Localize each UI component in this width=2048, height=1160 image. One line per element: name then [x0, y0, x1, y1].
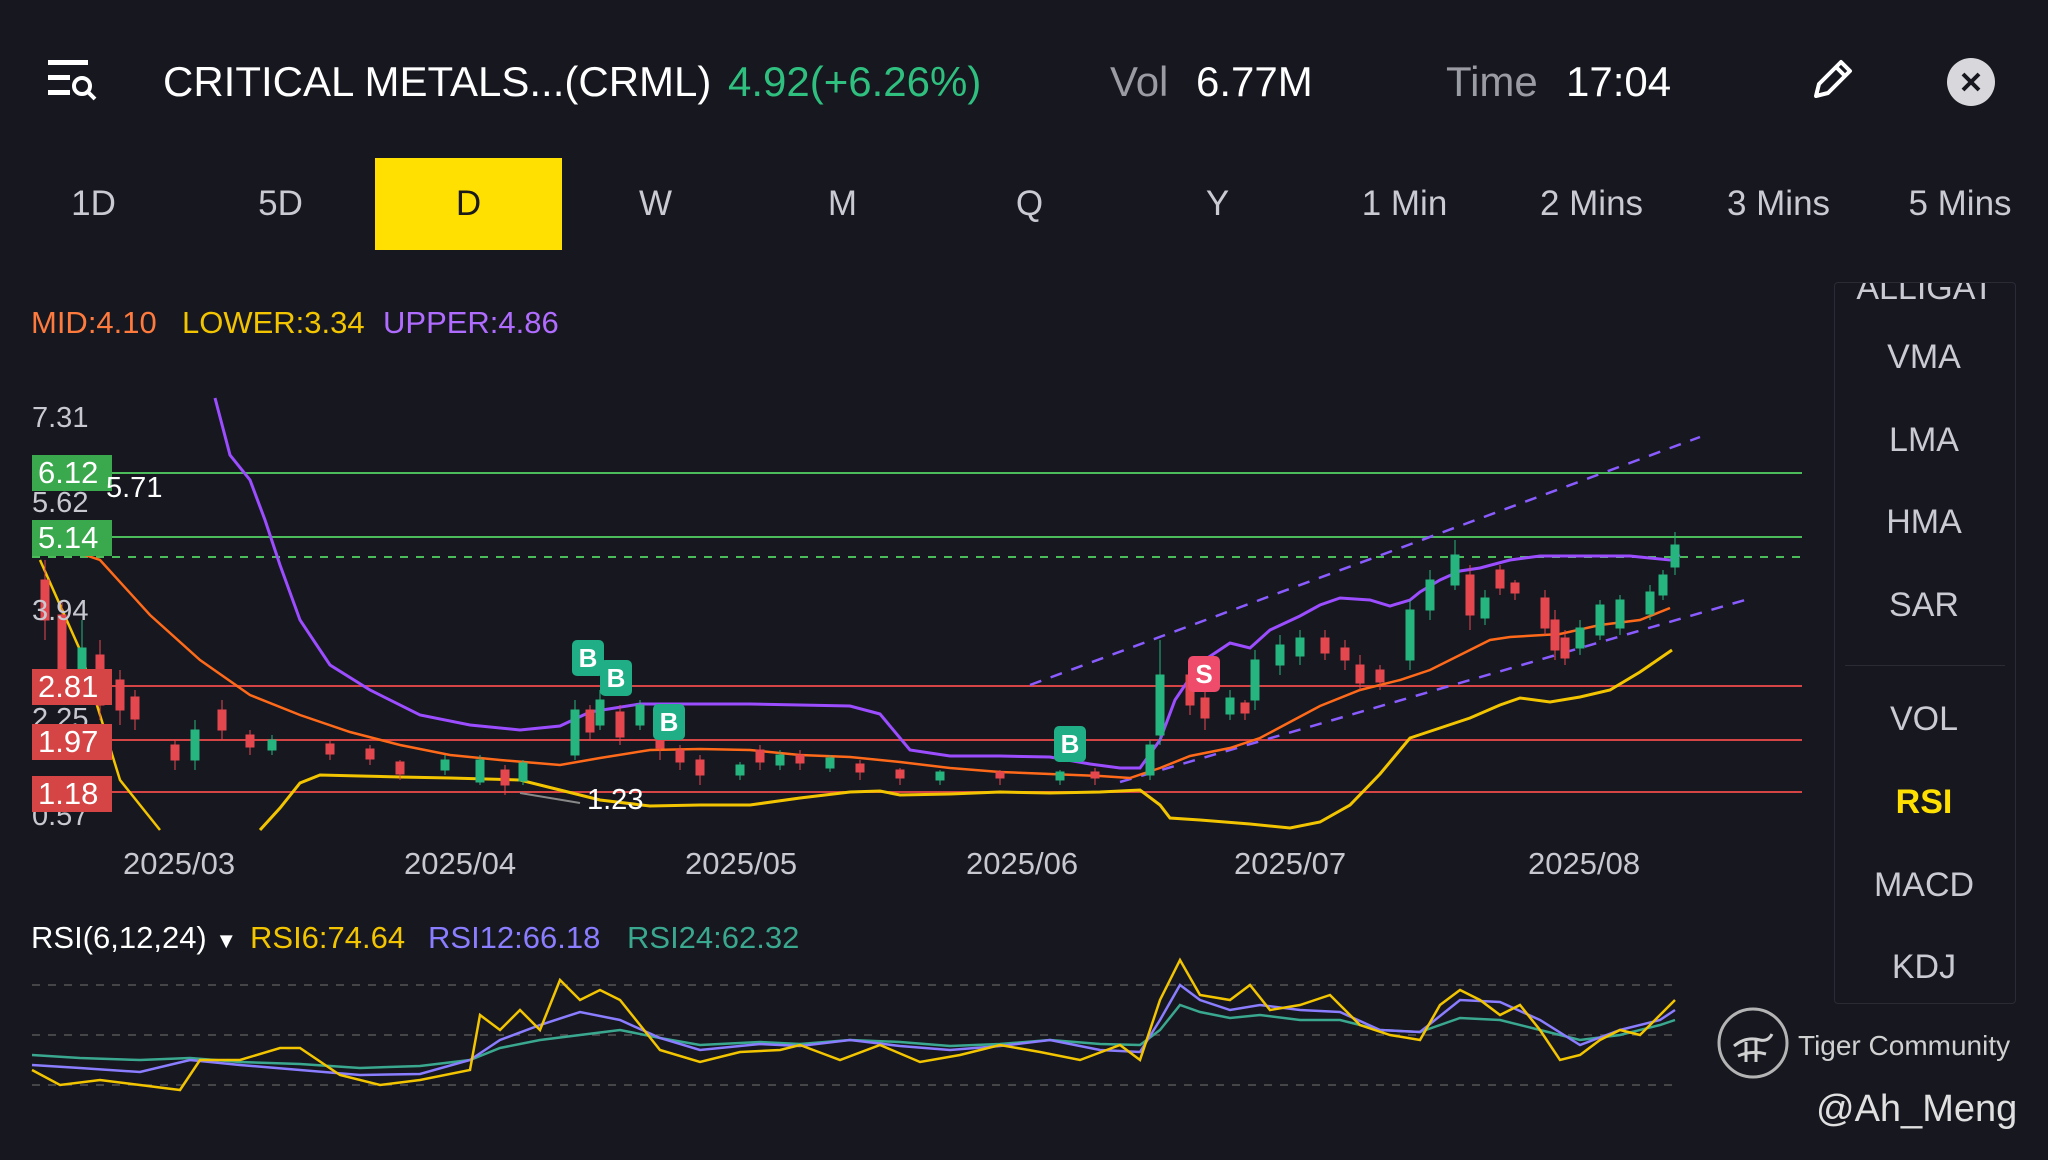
watermark-community: Tiger Community	[1798, 1030, 2011, 1061]
date-label-may: 2025/05	[685, 846, 798, 881]
axis-tick-1: 7.31	[32, 402, 89, 434]
stock-title[interactable]: CRITICAL METALS...(CRML)	[163, 58, 712, 105]
buy-signal-badge[interactable]: B	[572, 640, 604, 676]
menu-search-icon[interactable]	[46, 56, 98, 104]
tab-2mins[interactable]: 2 Mins	[1539, 184, 1644, 223]
side-item-macd[interactable]: MACD	[1873, 866, 1975, 904]
time-label: Time	[1446, 58, 1538, 105]
tab-1d[interactable]: 1D	[71, 184, 116, 223]
level-tag-green-1: 6.12	[32, 455, 112, 491]
chevron-down-icon: ▼	[215, 928, 238, 953]
side-item-rsi[interactable]: RSI	[1895, 783, 1953, 821]
rsi-label: RSI(6,12,24)	[31, 920, 207, 955]
watermark-user: @Ah_Meng	[1816, 1088, 2018, 1130]
tab-q[interactable]: Q	[1015, 184, 1044, 223]
tab-m[interactable]: M	[827, 184, 858, 223]
low-marker: 1.23	[587, 784, 644, 816]
vol-value: 6.77M	[1196, 58, 1313, 105]
bollinger-upper: UPPER:4.86	[383, 305, 559, 340]
buy-signal-badge[interactable]: B	[1054, 726, 1086, 762]
side-item-partial[interactable]: ALLIGAT	[1856, 282, 1994, 307]
level-tag-red-2: 1.97	[32, 724, 112, 760]
date-label-apr: 2025/04	[404, 846, 517, 881]
high-marker: 5.71	[106, 472, 163, 504]
level-tag-green-2: 5.14	[32, 520, 112, 556]
side-item-hma[interactable]: HMA	[1886, 503, 1962, 541]
candlestick-chart[interactable]	[0, 380, 1810, 840]
rsi24-value: RSI24:62.32	[627, 920, 800, 955]
axis-tick-3: 3.94	[32, 595, 89, 627]
side-item-vol[interactable]: VOL	[1889, 700, 1959, 738]
date-label-aug: 2025/08	[1528, 846, 1641, 881]
rsi-chart[interactable]	[0, 955, 1810, 1105]
edit-pencil-icon[interactable]	[1810, 56, 1856, 102]
tab-d[interactable]: D	[375, 158, 562, 250]
tab-y[interactable]: Y	[1205, 184, 1230, 223]
axis-tick-2: 5.62	[32, 487, 89, 519]
side-item-sar[interactable]: SAR	[1889, 586, 1959, 624]
tab-w[interactable]: W	[638, 184, 673, 223]
bollinger-lower: LOWER:3.34	[182, 305, 365, 340]
tab-3mins[interactable]: 3 Mins	[1726, 184, 1831, 223]
price-change: 4.92(+6.26%)	[728, 58, 982, 105]
level-tag-red-1: 2.81	[32, 669, 112, 705]
rsi12-value: RSI12:66.18	[428, 920, 601, 955]
tab-5mins[interactable]: 5 Mins	[1908, 184, 2012, 223]
buy-signal-badge[interactable]: B	[600, 660, 632, 696]
side-item-lma[interactable]: LMA	[1889, 421, 1959, 459]
rsi6-value: RSI6:74.64	[250, 920, 406, 955]
rsi-selector[interactable]: RSI(6,12,24) ▼	[31, 920, 237, 956]
date-label-jun: 2025/06	[966, 846, 1079, 881]
date-label-jul: 2025/07	[1234, 846, 1347, 881]
level-tag-red-3: 1.18	[32, 776, 112, 812]
close-icon[interactable]	[1947, 58, 1995, 106]
buy-signal-badge[interactable]: B	[653, 704, 685, 740]
side-item-kdj[interactable]: KDJ	[1891, 948, 1957, 986]
time-value: 17:04	[1566, 58, 1672, 105]
side-item-vma[interactable]: VMA	[1887, 338, 1961, 376]
tiger-logo-icon	[1716, 1006, 1790, 1080]
vol-label: Vol	[1110, 58, 1169, 105]
bollinger-mid: MID:4.10	[31, 305, 157, 340]
date-label-mar: 2025/03	[123, 846, 236, 881]
tab-5d[interactable]: 5D	[258, 184, 303, 223]
sell-signal-badge[interactable]: S	[1188, 656, 1220, 692]
side-divider	[1845, 665, 2005, 666]
tab-1min[interactable]: 1 Min	[1361, 184, 1448, 223]
indicator-side-panel: ALLIGAT	[1834, 282, 2016, 1004]
